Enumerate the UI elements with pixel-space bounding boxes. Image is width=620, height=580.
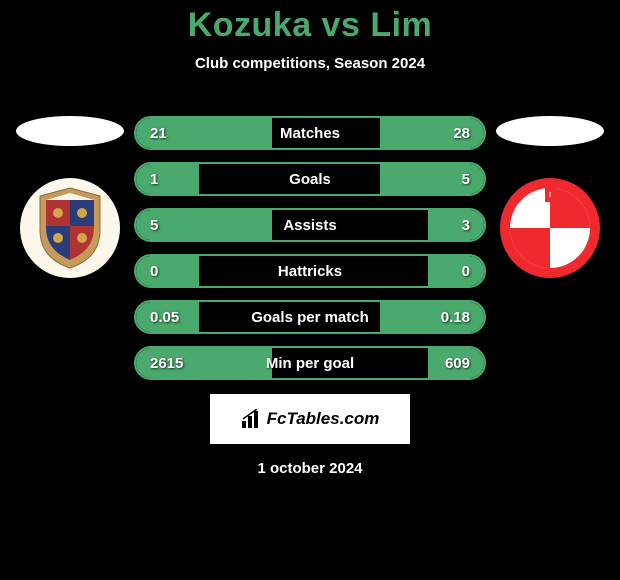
subtitle: Club competitions, Season 2024 xyxy=(0,55,620,72)
stat-row: 2615 609 Min per goal xyxy=(134,346,486,380)
stat-value-left: 1 xyxy=(150,171,158,188)
stat-value-left: 0 xyxy=(150,263,158,280)
shield-icon xyxy=(34,186,106,270)
club-crest-right: I xyxy=(500,178,600,278)
stat-value-right: 5 xyxy=(462,171,470,188)
stat-value-left: 21 xyxy=(150,125,167,142)
stat-label: Min per goal xyxy=(266,355,354,372)
stat-row: 0.05 0.18 Goals per match xyxy=(134,300,486,334)
stat-label: Goals per match xyxy=(251,309,369,326)
crest-band-text: I xyxy=(549,192,551,199)
stat-value-right: 0 xyxy=(462,263,470,280)
bar-right-fill xyxy=(428,210,484,240)
stat-value-left: 0.05 xyxy=(150,309,179,326)
stat-value-right: 0.18 xyxy=(441,309,470,326)
right-side: I xyxy=(496,116,604,278)
stat-row: 1 5 Goals xyxy=(134,162,486,196)
bar-left-fill xyxy=(136,164,199,194)
stat-row: 0 0 Hattricks xyxy=(134,254,486,288)
player-avatar-right xyxy=(496,116,604,146)
stat-label: Goals xyxy=(289,171,331,188)
stat-row: 21 28 Matches xyxy=(134,116,486,150)
bar-right-fill xyxy=(428,256,484,286)
main-content: 21 28 Matches 1 5 Goals 5 3 Assists 0 0 Hattricks 0.… xyxy=(0,116,620,380)
player-avatar-left xyxy=(16,116,124,146)
stat-label: Assists xyxy=(283,217,336,234)
stat-value-left: 2615 xyxy=(150,355,183,372)
branding-text: FcTables.com xyxy=(267,409,380,429)
branding-badge[interactable]: FcTables.com xyxy=(210,394,410,444)
page-title: Kozuka vs Lim xyxy=(0,6,620,45)
bar-left-fill xyxy=(136,256,199,286)
chart-icon xyxy=(241,409,263,429)
stat-row: 5 3 Assists xyxy=(134,208,486,242)
stat-value-right: 3 xyxy=(462,217,470,234)
stat-label: Matches xyxy=(280,125,340,142)
left-side xyxy=(16,116,124,278)
date-label: 1 october 2024 xyxy=(0,460,620,477)
stats-table: 21 28 Matches 1 5 Goals 5 3 Assists 0 0 Hattricks 0.… xyxy=(134,116,486,380)
stat-value-right: 28 xyxy=(453,125,470,142)
stat-value-left: 5 xyxy=(150,217,158,234)
stat-label: Hattricks xyxy=(278,263,342,280)
stat-value-right: 609 xyxy=(445,355,470,372)
club-crest-left xyxy=(20,178,120,278)
